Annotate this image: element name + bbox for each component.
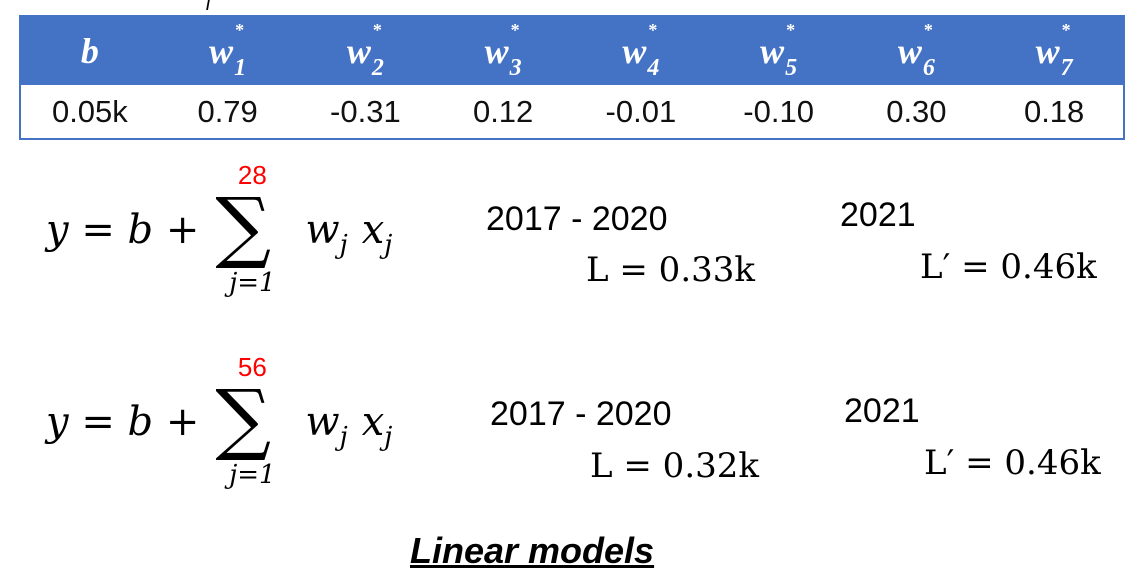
sigma-symbol: ∑ [215, 182, 272, 272]
table-value-row: 0.05k 0.79 -0.31 0.12 -0.01 -0.10 0.30 0… [21, 85, 1123, 138]
model-1-test-loss: L′ = 0.46k [920, 247, 1097, 287]
weights-table: b w 1 * w 2 * w 3 * w 4 * w 5 * w 6 * w 7 * 0.05k 0.79… [19, 15, 1125, 140]
clipped-text-fragment: j [205, 0, 265, 10]
equation-lhs: y = b + [46, 399, 200, 445]
sum-lower-limit: j=1 [229, 460, 276, 490]
caption: Linear models [410, 530, 655, 571]
header-b: b [80, 31, 99, 71]
value-w3: 0.12 [472, 93, 534, 129]
table-header-row: b w 1 * w 2 * w 3 * w 4 * w 5 * w 6 * w 7 * [21, 17, 1123, 85]
model-2-train-loss: L = 0.32k [590, 446, 759, 486]
header-w4: w 4 * [622, 20, 660, 81]
value-b: 0.05k [51, 93, 128, 129]
summation: 56 ∑ j=1 [213, 352, 291, 492]
model-1-train-loss: L = 0.33k [586, 250, 755, 290]
summation: 28 ∑ j=1 [213, 160, 291, 300]
header-w1: w 1 * [209, 20, 247, 81]
value-w1: 0.79 [197, 93, 258, 129]
value-w7: 0.18 [1023, 93, 1085, 129]
value-w6: 0.30 [886, 93, 947, 129]
equation-lhs: y = b + [46, 207, 200, 253]
value-w5: -0.10 [743, 93, 814, 129]
header-w7: w 7 * [1035, 20, 1073, 81]
model-1-test-year: 2021 [840, 196, 916, 234]
sigma-symbol: ∑ [215, 374, 272, 464]
value-w4: -0.01 [605, 93, 677, 129]
sum-upper-limit: 28 [237, 160, 267, 190]
sum-lower-limit: j=1 [229, 268, 276, 298]
sum-upper-limit: 56 [237, 352, 267, 382]
header-w5: w 5 * [760, 20, 798, 81]
header-w2: w 2 * [346, 20, 384, 81]
header-w6: w 6 * [897, 20, 935, 81]
header-w3: w 3 * [484, 20, 522, 81]
model-2-test-year: 2021 [844, 392, 920, 430]
model-2-train-years: 2017 - 2020 [490, 395, 672, 433]
value-w2: -0.31 [330, 93, 401, 129]
model-1-train-years: 2017 - 2020 [486, 200, 668, 238]
model-2-test-loss: L′ = 0.46k [924, 443, 1101, 483]
